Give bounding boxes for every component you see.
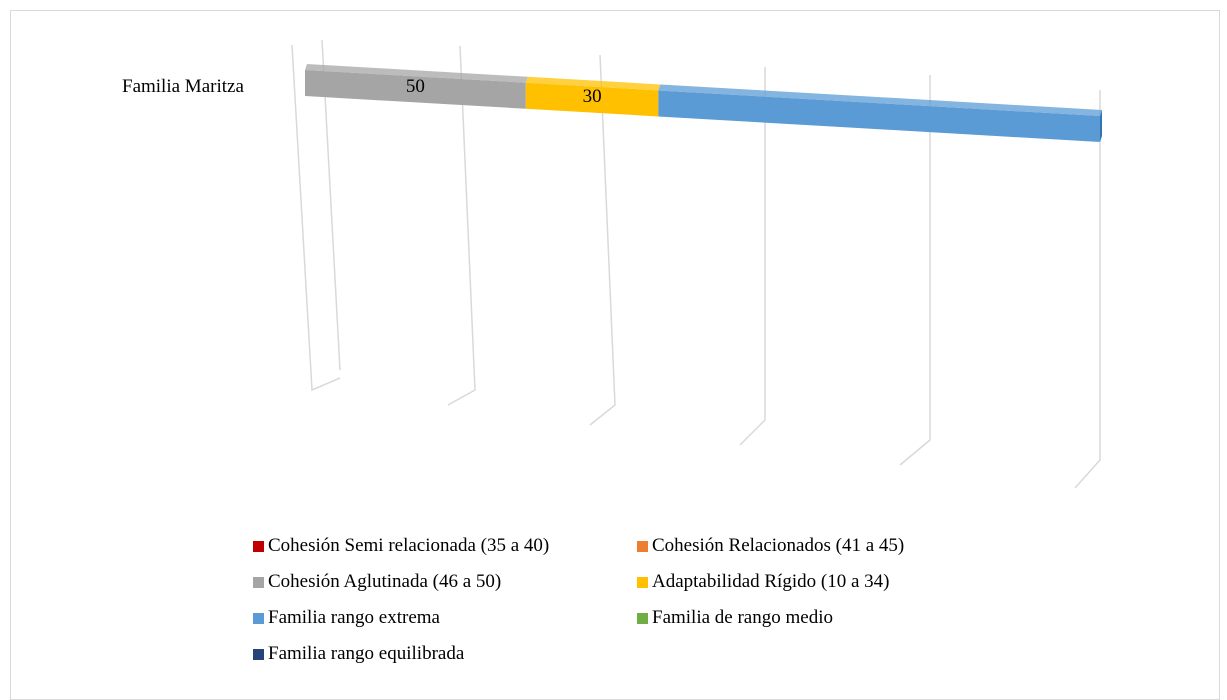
legend-swatch bbox=[253, 576, 264, 588]
legend-swatch bbox=[253, 612, 264, 624]
legend-item: Adaptabilidad Rígido (10 a 34) bbox=[637, 571, 889, 593]
bar-segment-top bbox=[305, 64, 528, 83]
legend-label: Familia rango equilibrada bbox=[268, 643, 465, 664]
legend-item: Cohesión Aglutinada (46 a 50) bbox=[253, 571, 501, 593]
legend-item: Cohesión Relacionados (41 a 45) bbox=[637, 535, 904, 557]
gridline bbox=[739, 67, 766, 446]
legend-swatch bbox=[253, 540, 264, 552]
gridline bbox=[899, 75, 931, 466]
legend-item: Cohesión Semi relacionada (35 a 40) bbox=[253, 535, 549, 557]
category-label: Familia Maritza bbox=[122, 76, 244, 97]
legend-label: Cohesión Aglutinada (46 a 50) bbox=[268, 571, 502, 592]
bar-segment bbox=[305, 70, 526, 109]
legend-item: Familia de rango medio bbox=[637, 607, 833, 629]
data-label: 30 bbox=[583, 86, 602, 107]
data-labels: 50 30 bbox=[406, 76, 602, 107]
legend-label: Cohesión Relacionados (41 a 45) bbox=[652, 535, 905, 556]
legend-swatch bbox=[253, 648, 264, 660]
legend-label: Adaptabilidad Rígido (10 a 34) bbox=[652, 571, 890, 592]
gridline bbox=[589, 54, 616, 426]
bar-segment-top bbox=[658, 84, 1102, 116]
gridline bbox=[447, 45, 476, 406]
legend-swatch bbox=[637, 540, 648, 552]
bars bbox=[305, 64, 1102, 142]
legend-label: Cohesión Semi relacionada (35 a 40) bbox=[268, 535, 550, 556]
legend-swatch bbox=[637, 576, 648, 588]
legend-item: Familia rango extrema bbox=[253, 607, 440, 629]
bar-end-cap bbox=[1100, 110, 1102, 142]
bar-segment bbox=[658, 90, 1100, 142]
legend-label: Familia de rango medio bbox=[652, 607, 833, 628]
gridline bbox=[291, 44, 341, 392]
data-label: 50 bbox=[406, 76, 425, 97]
legend-swatch bbox=[637, 612, 648, 624]
legend-item: Familia rango equilibrada bbox=[253, 643, 464, 665]
legend-label: Familia rango extrema bbox=[268, 607, 440, 628]
bar-segment-top bbox=[525, 76, 661, 91]
gridline bbox=[1074, 90, 1101, 489]
bar-segment bbox=[525, 82, 659, 117]
